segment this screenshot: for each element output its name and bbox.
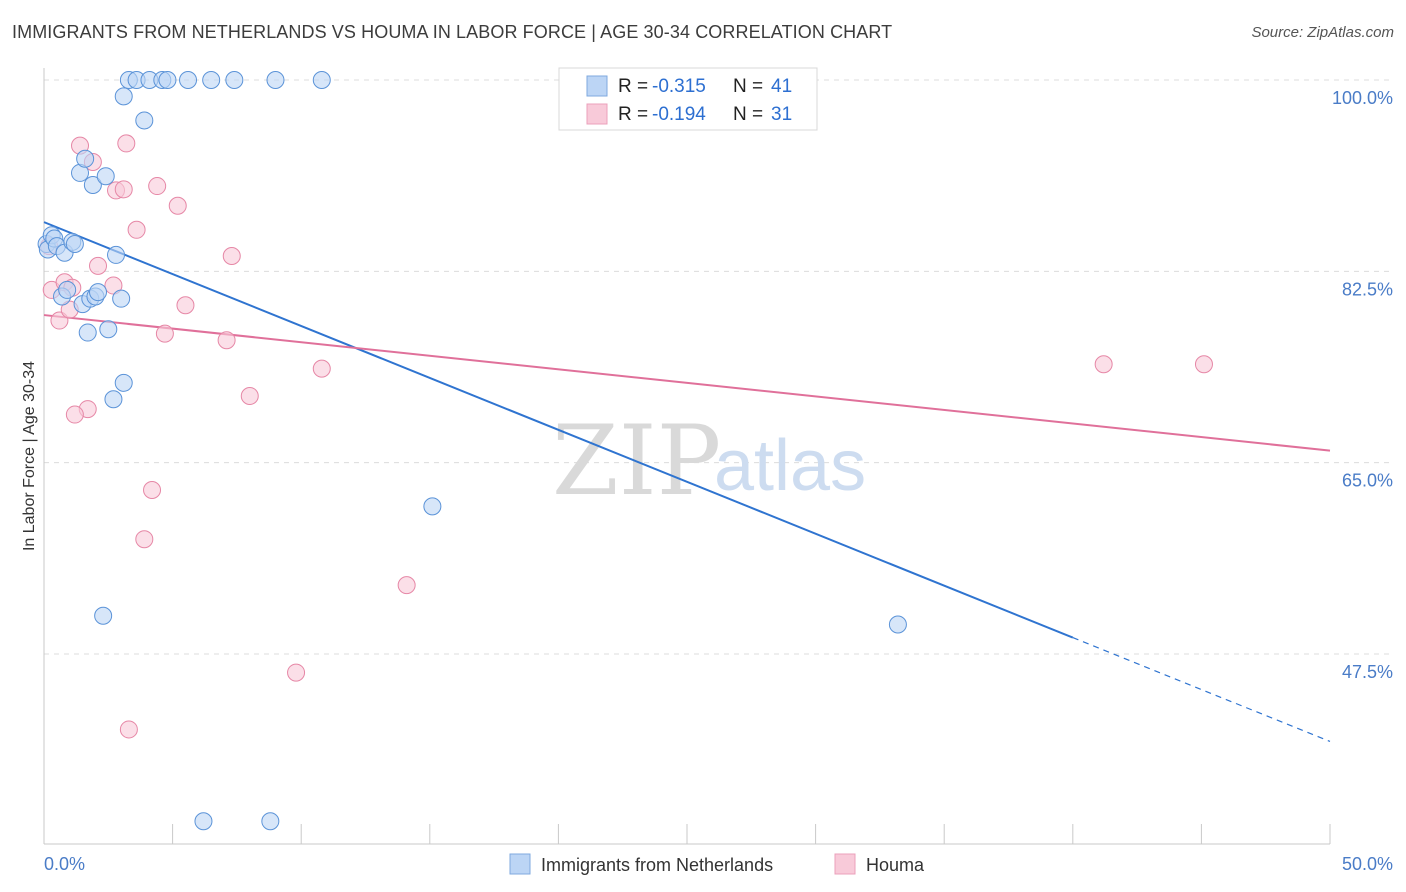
legend-bottom-label-pink: Houma xyxy=(866,855,925,875)
y-tick-label-3: 100.0% xyxy=(1332,88,1393,108)
legend-n-value-pink: 31 xyxy=(771,104,792,125)
point-netherlands-19 xyxy=(96,167,115,186)
axes xyxy=(43,68,1331,845)
point-netherlands-36 xyxy=(423,497,442,516)
point-houma-13 xyxy=(127,220,146,239)
point-houma-15 xyxy=(168,196,187,215)
point-netherlands-24 xyxy=(114,87,133,106)
point-netherlands-25 xyxy=(135,111,154,130)
point-netherlands-9 xyxy=(58,280,77,299)
point-houma-27 xyxy=(287,663,306,682)
y-tick-label-2: 82.5% xyxy=(1342,279,1393,299)
y-tick-label-1: 65.0% xyxy=(1342,471,1393,491)
point-houma-11 xyxy=(114,180,133,199)
point-netherlands-31 xyxy=(179,71,198,89)
point-houma-21 xyxy=(312,359,331,378)
point-netherlands-39 xyxy=(194,812,213,831)
point-netherlands-37 xyxy=(94,606,113,625)
point-houma-25 xyxy=(135,530,154,549)
point-houma-12 xyxy=(117,134,136,153)
point-houma-30 xyxy=(1194,355,1213,374)
x-tick-label-min: 0.0% xyxy=(44,854,85,874)
point-houma-23 xyxy=(65,405,84,424)
legend-bottom: Immigrants from Netherlands Houma xyxy=(509,853,925,875)
point-netherlands-13 xyxy=(89,283,108,302)
point-houma-16 xyxy=(155,324,174,343)
legend-r-label-pink: R = xyxy=(618,104,648,125)
point-netherlands-16 xyxy=(99,320,118,339)
x-tick-label-max: 50.0% xyxy=(1342,854,1393,874)
point-netherlands-7 xyxy=(65,235,84,253)
point-netherlands-33 xyxy=(225,71,244,89)
point-houma-8 xyxy=(89,256,108,275)
legend-r-value-pink: -0.194 xyxy=(652,104,706,125)
point-netherlands-32 xyxy=(202,71,221,89)
trend-lines xyxy=(43,221,1331,743)
watermark-atlas: atlas xyxy=(714,426,866,506)
source-label: Source: ZipAtlas.com xyxy=(1251,24,1394,41)
point-netherlands-22 xyxy=(114,373,133,392)
point-netherlands-34 xyxy=(266,71,285,89)
point-netherlands-35 xyxy=(312,71,331,89)
legend-swatch-pink xyxy=(586,103,608,125)
point-houma-26 xyxy=(397,576,416,595)
y-axis-label: In Labor Force | Age 30-34 xyxy=(21,361,38,551)
y-tick-label-0: 47.5% xyxy=(1342,662,1393,682)
y-tick-labels: 47.5% 65.0% 82.5% 100.0% xyxy=(1332,88,1393,682)
legend-r-value-blue: -0.315 xyxy=(652,76,706,97)
point-netherlands-21 xyxy=(107,245,126,264)
data-points xyxy=(37,71,1213,831)
legend-n-label-blue: N = xyxy=(733,76,763,97)
chart-title: IMMIGRANTS FROM NETHERLANDS VS HOUMA IN … xyxy=(12,22,893,42)
point-netherlands-18 xyxy=(83,175,102,194)
legend-bottom-label-blue: Immigrants from Netherlands xyxy=(541,855,773,875)
point-netherlands-40 xyxy=(261,812,280,831)
trend-line-netherlands xyxy=(43,221,1074,639)
point-houma-2 xyxy=(50,311,69,330)
legend-n-label-pink: N = xyxy=(733,104,763,125)
legend-bottom-swatch-blue xyxy=(509,853,531,875)
point-houma-20 xyxy=(240,386,259,405)
point-netherlands-30 xyxy=(158,71,177,89)
point-houma-19 xyxy=(222,247,241,266)
point-netherlands-20 xyxy=(76,149,95,168)
point-netherlands-14 xyxy=(112,289,131,308)
legend-r-label-blue: R = xyxy=(618,76,648,97)
legend-top: R = -0.315 N = 41 R = -0.194 N = 31 xyxy=(558,67,818,131)
point-netherlands-15 xyxy=(78,323,97,342)
trend-line-houma xyxy=(43,314,1331,452)
legend-n-value-blue: 41 xyxy=(771,76,792,97)
point-houma-28 xyxy=(119,720,138,739)
trend-line-netherlands-extension xyxy=(1072,637,1331,743)
legend-swatch-blue xyxy=(586,75,608,97)
point-houma-29 xyxy=(1094,355,1113,374)
point-netherlands-23 xyxy=(104,390,123,409)
point-houma-17 xyxy=(176,296,195,315)
point-houma-24 xyxy=(143,481,162,499)
legend-bottom-swatch-pink xyxy=(834,853,856,875)
point-houma-18 xyxy=(217,331,236,350)
grid-lines xyxy=(44,79,1394,655)
point-netherlands-38 xyxy=(888,615,907,634)
point-houma-14 xyxy=(148,177,167,196)
